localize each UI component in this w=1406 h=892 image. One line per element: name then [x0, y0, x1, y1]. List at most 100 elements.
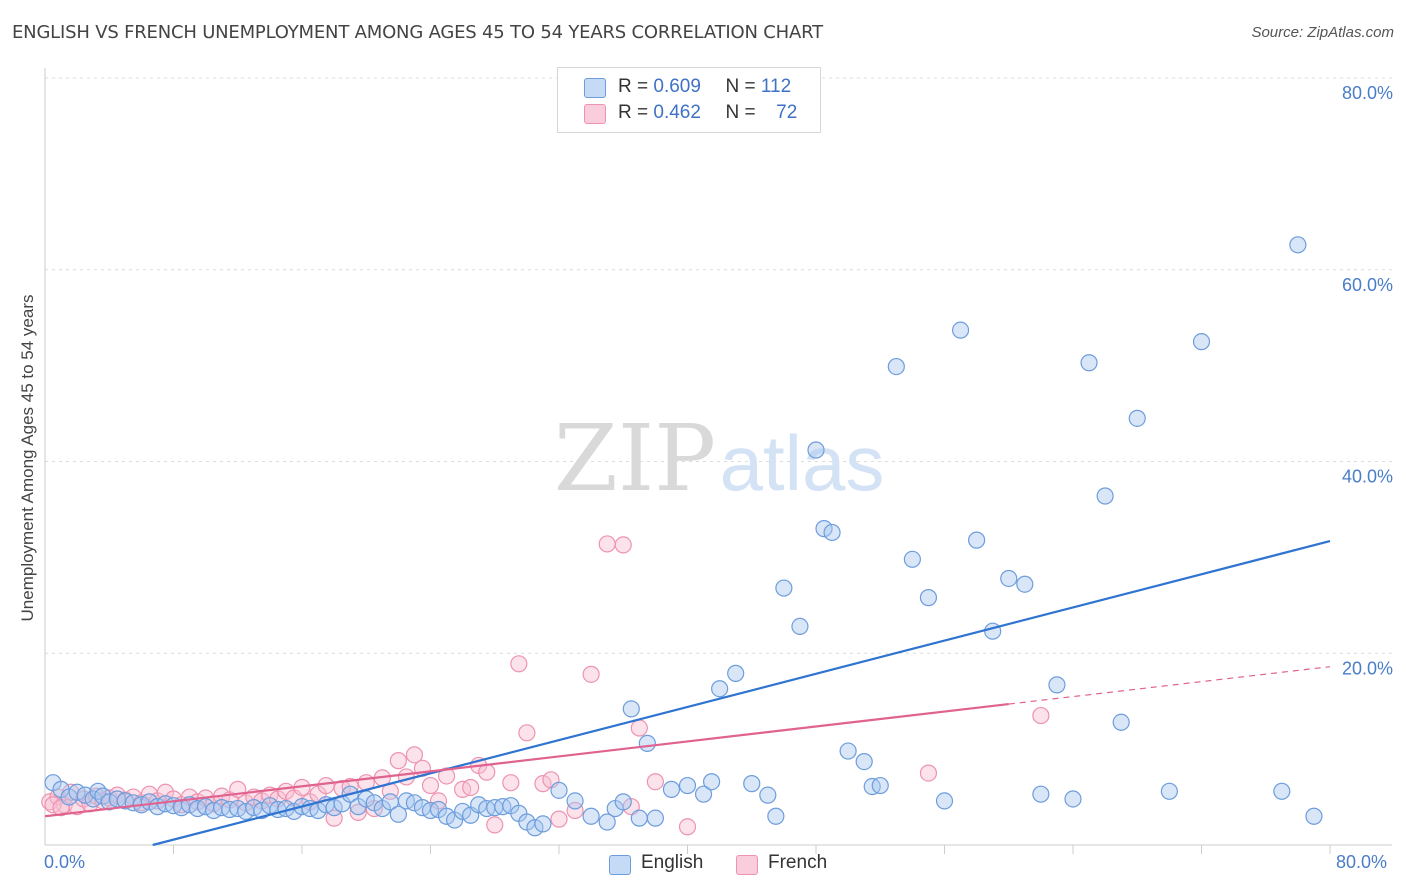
data-point [678, 818, 697, 836]
data-point [614, 536, 632, 554]
data-point [582, 807, 600, 825]
data-point [317, 776, 335, 795]
data-point [887, 357, 905, 376]
y-tick-label: 20.0% [1342, 658, 1393, 678]
watermark-atlas: atlas [720, 419, 885, 507]
chart-title: ENGLISH VS FRENCH UNEMPLOYMENT AMONG AGE… [12, 22, 823, 43]
data-point [462, 778, 480, 797]
data-point [791, 617, 809, 636]
x-tick-min: 0.0% [44, 852, 86, 872]
y-tick-label: 40.0% [1342, 467, 1393, 487]
data-point [550, 810, 568, 828]
english-trendline [152, 540, 1331, 847]
data-point [727, 664, 745, 682]
legend-english-swatch [584, 78, 606, 98]
legend-english-r-label: R = [618, 76, 649, 97]
data-point [839, 742, 857, 760]
data-point [518, 724, 536, 742]
data-point [566, 792, 584, 810]
data-point [1032, 785, 1050, 803]
data-point [1128, 409, 1146, 427]
data-point [1192, 333, 1211, 351]
y-tick-label: 80.0% [1342, 83, 1393, 103]
data-point [871, 776, 889, 795]
legend-english-r-value: 0.609 [653, 76, 701, 97]
legend-english-n-label: N = [725, 76, 756, 97]
legend-french-n-value: 72 [776, 102, 798, 123]
data-point [1289, 236, 1307, 254]
legend-french-n-label: N = [725, 102, 756, 123]
french-series [41, 535, 1050, 836]
data-point [951, 321, 970, 339]
data-point [1000, 569, 1018, 588]
bottom-legend-english-label: English [641, 852, 704, 873]
data-point [638, 734, 656, 752]
x-tick-max: 80.0% [1336, 852, 1388, 872]
data-point [935, 792, 954, 810]
watermark: ZIP atlas [554, 405, 884, 512]
data-point [662, 780, 681, 798]
legend-french-swatch [584, 104, 606, 124]
data-point [775, 579, 793, 597]
data-point [598, 813, 616, 831]
data-point [646, 773, 664, 791]
data-point [598, 535, 616, 553]
data-point [1305, 807, 1323, 825]
legend-french-r-value: 0.462 [653, 102, 701, 123]
data-point [405, 746, 424, 764]
data-point [437, 807, 456, 825]
data-point [919, 589, 938, 607]
english-series [44, 236, 1323, 837]
legend: R = 0.609 N = 112 R = 0.462 N = 72 [557, 67, 821, 133]
french-trendline [44, 702, 1009, 818]
data-point [823, 523, 841, 542]
data-point [582, 665, 600, 683]
data-point [807, 441, 825, 459]
data-point [89, 782, 107, 800]
data-point [1016, 575, 1034, 593]
data-point [454, 802, 472, 821]
data-point [421, 776, 440, 795]
data-point [349, 803, 367, 822]
data-point [405, 794, 424, 812]
data-point [94, 787, 112, 805]
french-trendline-extension [1008, 666, 1331, 705]
data-point [702, 773, 721, 791]
y-tick-labels: 20.0% 40.0% 60.0% 80.0% [1342, 83, 1393, 678]
data-point [759, 786, 777, 804]
data-point [389, 805, 407, 823]
data-point [325, 799, 343, 817]
data-point [1273, 782, 1291, 800]
data-point [622, 700, 640, 718]
data-point [510, 655, 528, 673]
data-point [534, 815, 552, 833]
data-point [614, 793, 632, 811]
data-point [968, 531, 986, 549]
data-point [1064, 790, 1082, 808]
data-point [919, 764, 938, 782]
data-point [1112, 713, 1130, 731]
bottom-legend-english-swatch [609, 855, 631, 875]
data-point [711, 680, 729, 698]
watermark-zip: ZIP [554, 405, 716, 512]
data-point [630, 719, 648, 737]
trendlines [44, 540, 1331, 847]
data-point [1048, 676, 1066, 694]
data-point [743, 775, 761, 793]
data-point [1096, 487, 1114, 505]
data-point [678, 776, 697, 795]
data-point [1080, 354, 1098, 372]
data-point [534, 775, 552, 793]
data-point [694, 785, 713, 803]
data-point [630, 809, 648, 827]
data-point [1032, 706, 1050, 725]
data-point [767, 807, 785, 825]
bottom-legend-french-label: French [768, 852, 828, 873]
data-point [1160, 782, 1178, 800]
y-tick-label: 60.0% [1342, 275, 1393, 295]
data-point [76, 786, 94, 804]
data-point [815, 520, 833, 538]
data-point [855, 752, 873, 771]
data-point [486, 816, 504, 834]
